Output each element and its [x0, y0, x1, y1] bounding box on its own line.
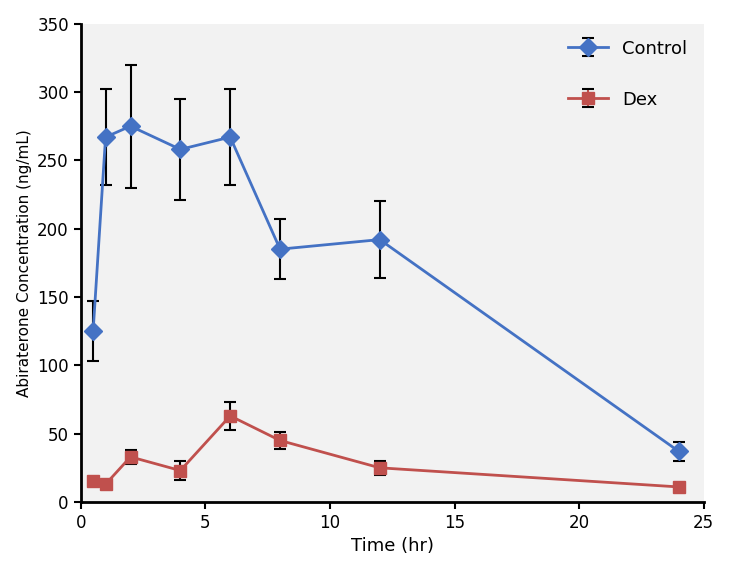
Y-axis label: Abiraterone Concentration (ng/mL): Abiraterone Concentration (ng/mL) [17, 129, 31, 397]
Legend: Control, Dex: Control, Dex [561, 33, 694, 116]
X-axis label: Time (hr): Time (hr) [351, 537, 433, 555]
